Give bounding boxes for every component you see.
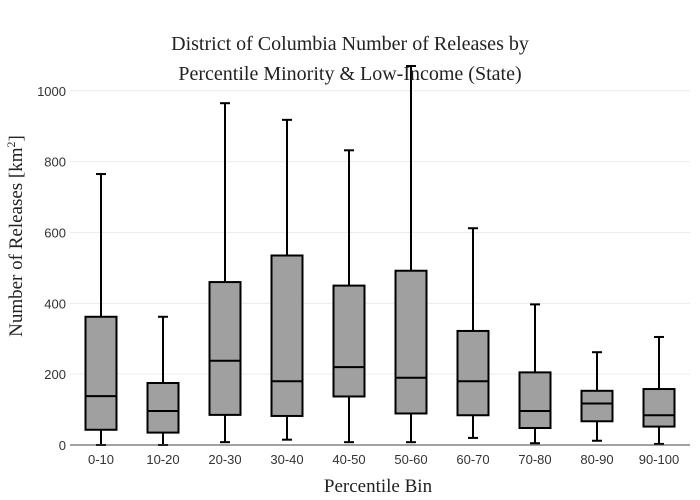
- y-tick-label: 800: [44, 155, 66, 170]
- box-80-90: [580, 351, 614, 442]
- y-tick-labels: 0 200 400 600 800 1000: [37, 84, 66, 453]
- box-40-50: [332, 149, 366, 444]
- y-axis-title-main: Number of Releases [km: [6, 147, 27, 337]
- iqr-box: [518, 371, 552, 429]
- chart-title-line-1: District of Columbia Number of Releases …: [171, 33, 529, 55]
- x-tick-labels: 0-10 10-20 20-30 30-40 40-50 50-60 60-70 70-80 8…: [88, 452, 679, 467]
- x-tick-label: 10-20: [146, 452, 179, 467]
- box-60-70: [456, 227, 490, 439]
- iqr-box: [394, 269, 428, 415]
- y-axis-title-superscript: 2: [4, 141, 18, 147]
- iqr-box: [456, 329, 490, 417]
- box-0-10: [84, 173, 118, 446]
- iqr-box: [642, 388, 676, 428]
- x-tick-label: 70-80: [518, 452, 551, 467]
- y-tick-label: 1000: [37, 84, 66, 99]
- x-tick-label: 30-40: [270, 452, 303, 467]
- x-tick-label: 60-70: [456, 452, 489, 467]
- x-axis-title: Percentile Bin: [324, 476, 433, 497]
- chart-title-line-2: Percentile Minority & Low-Income (State): [178, 63, 521, 85]
- iqr-box: [580, 389, 614, 423]
- box-10-20: [146, 315, 180, 446]
- x-tick-label: 80-90: [580, 452, 613, 467]
- iqr-box: [270, 254, 304, 417]
- x-tick-label: 50-60: [394, 452, 427, 467]
- y-tick-label: 400: [44, 296, 66, 311]
- y-tick-label: 200: [44, 367, 66, 382]
- x-tick-label: 40-50: [332, 452, 365, 467]
- y-axis-title: Number of Releases [km2]: [4, 135, 27, 337]
- box-20-30: [208, 102, 242, 444]
- iqr-box: [332, 284, 366, 398]
- iqr-box: [84, 315, 118, 431]
- box-90-100: [642, 335, 676, 445]
- grid-lines: [70, 90, 690, 375]
- y-tick-label: 0: [59, 438, 66, 453]
- box-30-40: [270, 118, 304, 441]
- x-tick-label: 20-30: [208, 452, 241, 467]
- y-axis-title-end: ]: [6, 135, 27, 141]
- iqr-box: [208, 281, 242, 416]
- y-tick-label: 600: [44, 225, 66, 240]
- x-tick-label: 90-100: [639, 452, 679, 467]
- box-70-80: [518, 303, 552, 445]
- x-tick-label: 0-10: [88, 452, 114, 467]
- box-50-60: [394, 65, 428, 444]
- boxes: [84, 65, 676, 446]
- iqr-box: [146, 382, 180, 434]
